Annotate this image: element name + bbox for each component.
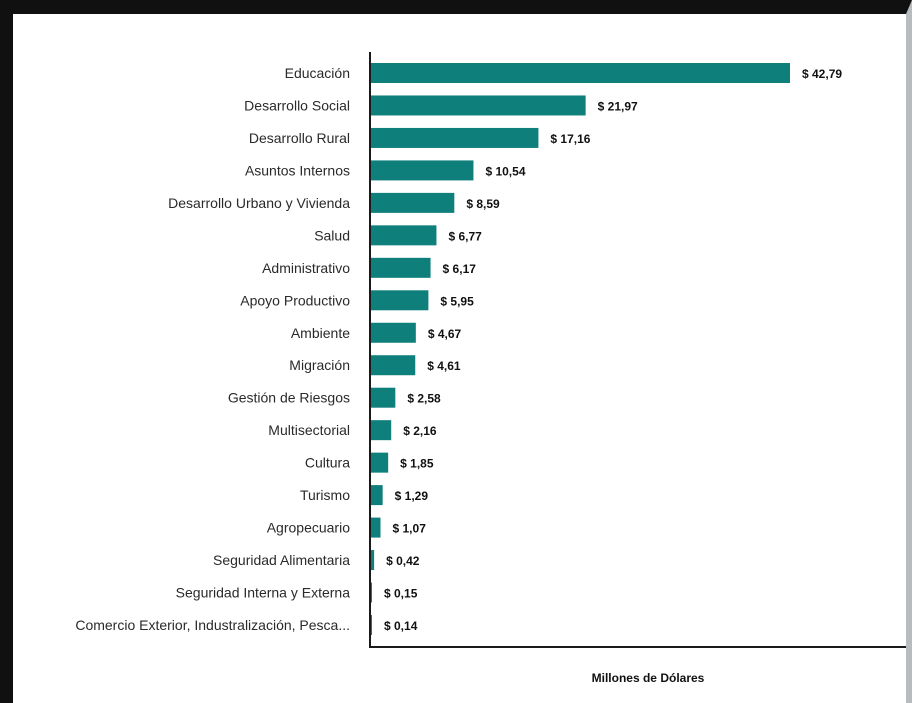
category-label: Desarrollo Urbano y Vivienda	[168, 195, 350, 211]
bar	[370, 225, 437, 246]
category-label: Comercio Exterior, Industralización, Pes…	[75, 617, 350, 633]
value-label: $ 6,17	[443, 262, 477, 276]
value-labels: $ 42,79 $ 21,97 $ 17,16 $ 10,54 $ 8,59 $ 6,77…	[384, 67, 842, 633]
category-label: Cultura	[305, 455, 350, 471]
bar	[370, 550, 375, 571]
bar	[370, 127, 539, 148]
bar	[370, 452, 389, 473]
category-label: Educación	[285, 65, 350, 81]
value-label: $ 0,42	[386, 554, 420, 568]
category-labels: Educación Desarrollo Social Desarrollo Rur…	[75, 65, 350, 633]
value-label: $ 42,79	[802, 67, 842, 81]
value-label: $ 0,15	[384, 587, 418, 601]
value-label: $ 6,77	[448, 229, 482, 243]
bar	[370, 63, 790, 83]
value-label: $ 8,59	[466, 197, 500, 211]
category-label: Multisectorial	[268, 422, 350, 438]
value-label: $ 1,29	[395, 489, 429, 503]
category-label: Ambiente	[291, 325, 350, 341]
value-label: $ 4,67	[428, 327, 462, 341]
category-label: Administrativo	[262, 260, 350, 276]
category-label: Turismo	[300, 487, 350, 503]
category-label: Asuntos Internos	[245, 162, 350, 178]
value-label: $ 0,14	[384, 619, 418, 633]
bar	[370, 517, 381, 538]
category-label: Seguridad Alimentaria	[213, 552, 350, 568]
bar	[370, 420, 392, 441]
bar	[370, 485, 383, 506]
bar	[370, 160, 474, 181]
category-label: Desarrollo Rural	[249, 130, 350, 146]
value-label: $ 2,16	[403, 424, 437, 438]
x-axis-label: Millones de Dólares	[592, 671, 705, 685]
bar	[370, 387, 396, 408]
category-label: Desarrollo Social	[244, 97, 350, 113]
value-label: $ 21,97	[598, 99, 638, 113]
bar	[370, 355, 416, 376]
bar	[370, 322, 416, 343]
category-label: Salud	[314, 227, 350, 243]
value-label: $ 4,61	[427, 359, 461, 373]
bar	[370, 192, 455, 213]
category-label: Migración	[289, 357, 350, 373]
value-label: $ 5,95	[440, 294, 474, 308]
bar	[370, 257, 431, 278]
value-label: $ 10,54	[485, 164, 525, 178]
category-label: Agropecuario	[267, 520, 350, 536]
category-label: Gestión de Riesgos	[228, 390, 350, 406]
category-label: Apoyo Productivo	[240, 292, 350, 308]
value-label: $ 1,07	[393, 522, 427, 536]
bar	[370, 95, 586, 116]
bar	[370, 290, 429, 311]
value-label: $ 1,85	[400, 457, 434, 471]
value-label: $ 2,58	[407, 392, 441, 406]
bar-group	[370, 63, 790, 635]
value-label: $ 17,16	[550, 132, 590, 146]
category-label: Seguridad Interna y Externa	[176, 585, 351, 601]
